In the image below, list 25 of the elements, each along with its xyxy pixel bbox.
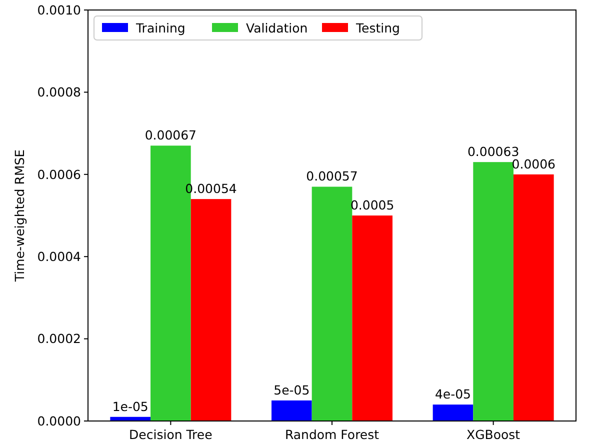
bar — [352, 216, 392, 421]
bar — [312, 186, 352, 421]
x-tick-label: XGBoost — [466, 427, 520, 442]
data-label: 1e-05 — [112, 398, 148, 414]
bar — [272, 400, 312, 421]
legend-label: Validation — [246, 20, 308, 36]
bar — [473, 162, 514, 421]
data-label: 0.00057 — [306, 168, 358, 184]
x-tick-label: Decision Tree — [129, 427, 213, 442]
y-tick-label: 0.0008 — [37, 84, 82, 100]
legend-label: Training — [135, 20, 186, 36]
bar — [513, 174, 554, 421]
data-label: 5e-05 — [274, 382, 310, 398]
data-label: 4e-05 — [434, 386, 472, 402]
x-tick-label: Random Forest — [284, 427, 380, 442]
y-tick-label: 0.0006 — [37, 166, 82, 182]
legend-label: Testing — [355, 20, 400, 36]
bar — [190, 199, 232, 421]
bar — [432, 404, 474, 421]
y-axis-title: Time-weighted RMSE — [12, 149, 27, 283]
y-tick-label: 0.0000 — [37, 413, 82, 428]
y-tick-label: 0.0002 — [37, 331, 81, 346]
y-tick-label: 0.0010 — [37, 2, 82, 18]
data-label: 0.00067 — [144, 128, 197, 143]
y-tick-label: 0.0004 — [37, 248, 82, 264]
